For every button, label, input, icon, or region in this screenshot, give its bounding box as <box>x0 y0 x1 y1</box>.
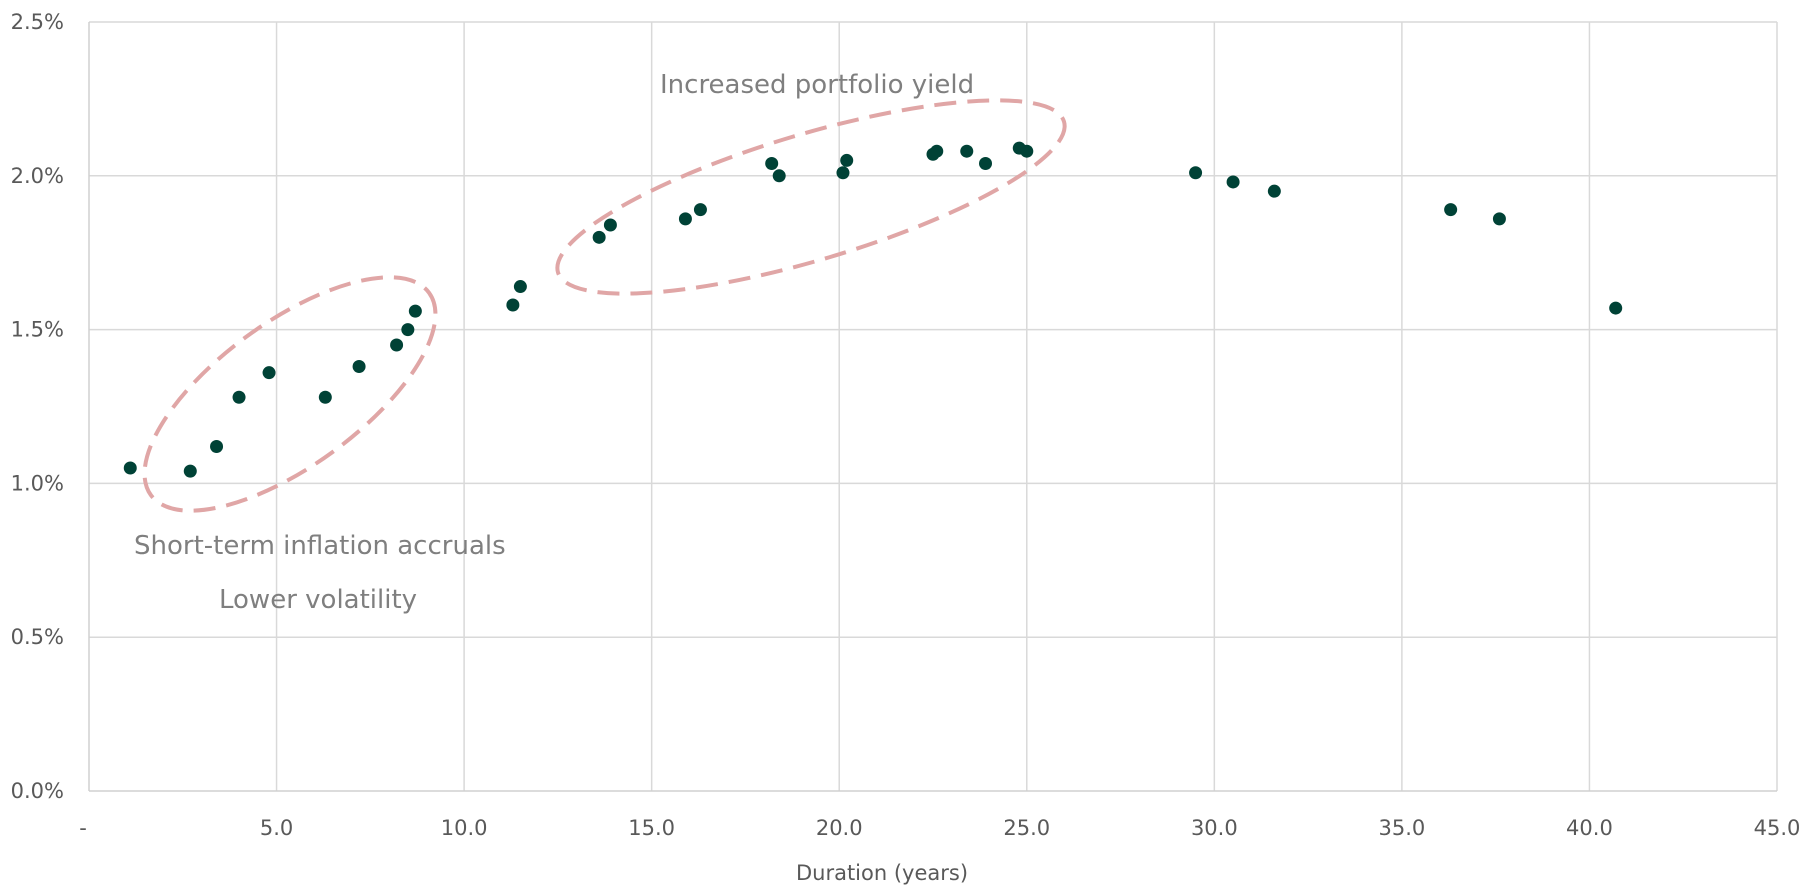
data-point <box>506 298 520 312</box>
y-tick-label: 0.5% <box>11 625 64 649</box>
x-axis-title: Duration (years) <box>796 861 968 885</box>
data-point <box>1492 212 1506 226</box>
annotation-lower-volatility: Lower volatility <box>219 585 417 615</box>
data-point <box>390 338 404 352</box>
data-point <box>1189 166 1203 180</box>
data-point <box>318 390 332 404</box>
data-point <box>960 144 974 158</box>
data-point <box>930 144 944 158</box>
y-tick-label: 2.5% <box>11 10 64 34</box>
annotation-increased-portfolio-yield: Increased portfolio yield <box>660 70 974 100</box>
data-point <box>1444 203 1458 217</box>
y-tick-labels: 0.0% 0.5% 1.0% 1.5% 2.0% 2.5% <box>11 10 64 803</box>
y-tick-label: 1.5% <box>11 318 64 342</box>
y-tick-label: 0.0% <box>11 779 64 803</box>
x-tick-label: - <box>79 816 87 840</box>
data-point <box>836 166 850 180</box>
x-tick-label: 45.0 <box>1754 816 1801 840</box>
highlight-ellipse-short-term <box>142 275 438 513</box>
data-point <box>183 464 197 478</box>
y-tick-label: 2.0% <box>11 164 64 188</box>
data-point <box>1020 144 1034 158</box>
data-point <box>840 153 854 167</box>
data-point <box>401 323 415 337</box>
x-tick-label: 20.0 <box>816 816 863 840</box>
x-tick-label: 40.0 <box>1566 816 1613 840</box>
data-point <box>772 169 786 183</box>
highlight-ellipse-yield <box>555 98 1067 296</box>
data-point <box>232 390 246 404</box>
y-tick-label: 1.0% <box>11 471 64 495</box>
data-point <box>1226 175 1240 189</box>
x-tick-label: 35.0 <box>1379 816 1426 840</box>
data-point <box>592 230 606 244</box>
annotation-short-term-inflation-accruals: Short-term inflation accruals <box>134 531 506 561</box>
data-point <box>603 218 617 232</box>
data-point <box>1267 184 1281 198</box>
data-point <box>1609 301 1623 315</box>
data-point <box>693 203 707 217</box>
x-tick-label: 25.0 <box>1003 816 1050 840</box>
x-tick-label: 30.0 <box>1191 816 1238 840</box>
data-point <box>513 280 527 294</box>
x-tick-label: 15.0 <box>628 816 675 840</box>
data-points <box>123 141 1623 478</box>
data-point <box>408 304 422 318</box>
data-point <box>678 212 692 226</box>
grid-lines <box>89 21 1778 791</box>
x-tick-label: 10.0 <box>441 816 488 840</box>
data-point <box>765 156 779 170</box>
axes <box>88 22 1777 792</box>
data-point <box>979 156 993 170</box>
data-point <box>210 439 224 453</box>
data-point <box>352 360 366 374</box>
data-point <box>123 461 137 475</box>
x-tick-label: 5.0 <box>260 816 293 840</box>
data-point <box>262 366 276 380</box>
x-tick-labels: - 5.0 10.0 15.0 20.0 25.0 30.0 35.0 40.0 45.0 <box>79 816 1800 840</box>
